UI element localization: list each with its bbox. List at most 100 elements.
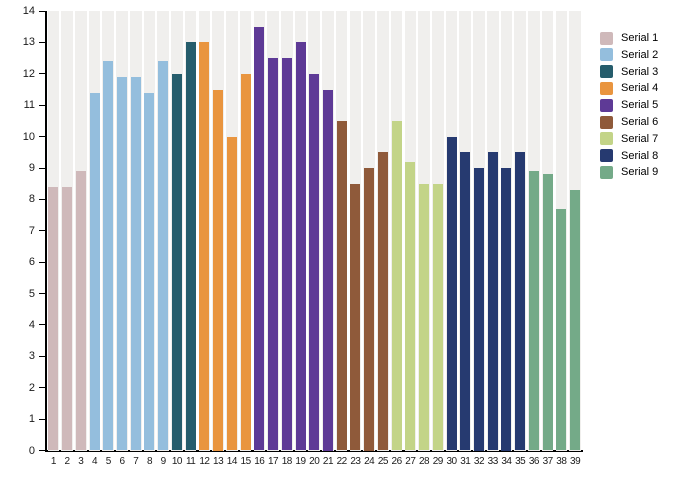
x-tick-label: 33 [487, 455, 499, 467]
bar-serial-5-x18[interactable] [281, 58, 292, 451]
x-tick-label: 20 [309, 455, 320, 467]
x-tick-label: 38 [556, 455, 567, 467]
y-tick-label: 7 [28, 224, 35, 237]
x-tick-label: 21 [322, 455, 334, 467]
y-axis-tick [39, 10, 46, 12]
x-tick-label: 1 [50, 455, 57, 467]
bar-serial-2-x8[interactable] [144, 92, 155, 451]
bar-serial-8-x30[interactable] [446, 136, 457, 451]
y-axis-tick [39, 73, 46, 75]
x-tick-label: 24 [364, 455, 375, 467]
legend-item-serial-3[interactable]: Serial 3 [600, 65, 658, 79]
bar-serial-2-x4[interactable] [89, 92, 100, 451]
x-tick-label: 7 [133, 455, 139, 467]
bar-serial-6-x23[interactable] [350, 183, 361, 451]
bar-serial-8-x32[interactable] [474, 168, 484, 451]
legend: Serial 1 Serial 2 Serial 3 Serial 4 Serial 5… [600, 0, 682, 220]
y-axis-tick [39, 198, 46, 200]
legend-swatch [600, 98, 613, 112]
x-tick-label: 2 [64, 455, 71, 467]
bar-serial-1-x3[interactable] [75, 171, 86, 451]
legend-label: Serial 8 [621, 149, 659, 162]
x-tick-label: 4 [92, 455, 98, 467]
bar-serial-6-x24[interactable] [364, 168, 375, 451]
y-tick-label: 6 [28, 256, 35, 269]
y-tick-label: 3 [28, 350, 35, 363]
legend-item-serial-5[interactable]: Serial 5 [600, 98, 658, 112]
bar-serial-7-x27[interactable] [405, 161, 416, 451]
x-tick-label: 8 [146, 455, 153, 467]
y-tick-label: 10 [22, 130, 35, 143]
legend-item-serial-4[interactable]: Serial 4 [600, 81, 658, 95]
bar-serial-8-x35[interactable] [515, 152, 526, 451]
bar-serial-5-x20[interactable] [309, 73, 320, 451]
x-tick-label: 15 [240, 455, 252, 467]
bar-serial-2-x6[interactable] [117, 76, 128, 451]
bar-serial-2-x7[interactable] [130, 76, 141, 451]
bar-serial-8-x31[interactable] [460, 152, 471, 451]
legend-item-serial-1[interactable]: Serial 1 [600, 31, 658, 45]
y-tick-label: 9 [28, 162, 35, 174]
y-tick-label: 0 [28, 444, 35, 457]
bar-serial-9-x38[interactable] [556, 208, 567, 451]
x-tick-label: 17 [267, 455, 279, 467]
bar-serial-6-x22[interactable] [336, 120, 347, 451]
y-tick-label: 14 [22, 5, 35, 17]
x-tick-label: 23 [350, 455, 361, 467]
x-tick-label: 9 [160, 455, 167, 467]
bar-serial-7-x29[interactable] [432, 183, 443, 451]
bar-serial-7-x26[interactable] [391, 120, 402, 451]
bar-serial-1-x2[interactable] [62, 186, 73, 451]
bar-serial-8-x34[interactable] [501, 168, 512, 451]
legend-item-serial-2[interactable]: Serial 2 [600, 48, 658, 62]
x-tick-label: 14 [226, 455, 238, 467]
bar-serial-4-x14[interactable] [226, 136, 237, 451]
x-tick-label: 30 [446, 455, 457, 467]
y-axis-tick [39, 355, 46, 357]
bar-serial-3-x10[interactable] [171, 73, 182, 451]
bar-serial-4-x15[interactable] [240, 73, 251, 451]
y-tick-label: 2 [28, 381, 35, 394]
bar-serial-6-x25[interactable] [377, 152, 388, 451]
bar-serial-4-x13[interactable] [213, 89, 224, 451]
y-axis-tick [39, 261, 46, 263]
y-axis-tick [39, 324, 46, 326]
bar-serial-1-x1[interactable] [48, 186, 59, 451]
legend-item-serial-9[interactable]: Serial 9 [600, 165, 658, 179]
x-tick-label: 12 [199, 455, 210, 467]
legend-swatch [600, 132, 613, 146]
legend-label: Serial 1 [621, 32, 659, 44]
x-tick-label: 29 [432, 455, 444, 467]
bar-serial-5-x19[interactable] [295, 42, 306, 451]
legend-item-serial-7[interactable]: Serial 7 [600, 132, 658, 146]
bar-serial-5-x16[interactable] [254, 26, 265, 451]
y-axis-tick [39, 418, 46, 420]
y-axis-tick [39, 167, 46, 169]
bar-serial-7-x28[interactable] [419, 183, 430, 451]
bar-serial-9-x39[interactable] [570, 189, 581, 451]
bar-serial-9-x36[interactable] [528, 171, 539, 451]
legend-label: Serial 5 [621, 99, 659, 112]
bar-serial-2-x5[interactable] [103, 61, 114, 451]
bar-serial-2-x9[interactable] [158, 61, 169, 451]
bar-serial-8-x33[interactable] [487, 152, 498, 451]
legend-item-serial-6[interactable]: Serial 6 [600, 115, 658, 129]
y-tick-label: 4 [28, 318, 35, 331]
y-axis-tick [39, 450, 46, 451]
bar-serial-3-x11[interactable] [185, 42, 196, 451]
y-axis-tick [39, 387, 46, 389]
bar-serial-9-x37[interactable] [542, 174, 553, 451]
x-tick-label: 34 [501, 455, 512, 467]
legend-item-serial-8[interactable]: Serial 8 [600, 149, 658, 163]
bar-serial-4-x12[interactable] [199, 42, 210, 451]
legend-swatch [600, 31, 613, 45]
bar-serial-5-x17[interactable] [268, 58, 279, 451]
bar-serial-5-x21[interactable] [322, 89, 333, 451]
y-tick-label: 11 [23, 99, 35, 112]
x-tick-label: 19 [295, 455, 306, 467]
legend-swatch [600, 48, 613, 62]
x-tick-label: 28 [419, 455, 430, 467]
y-axis-tick [39, 104, 46, 106]
